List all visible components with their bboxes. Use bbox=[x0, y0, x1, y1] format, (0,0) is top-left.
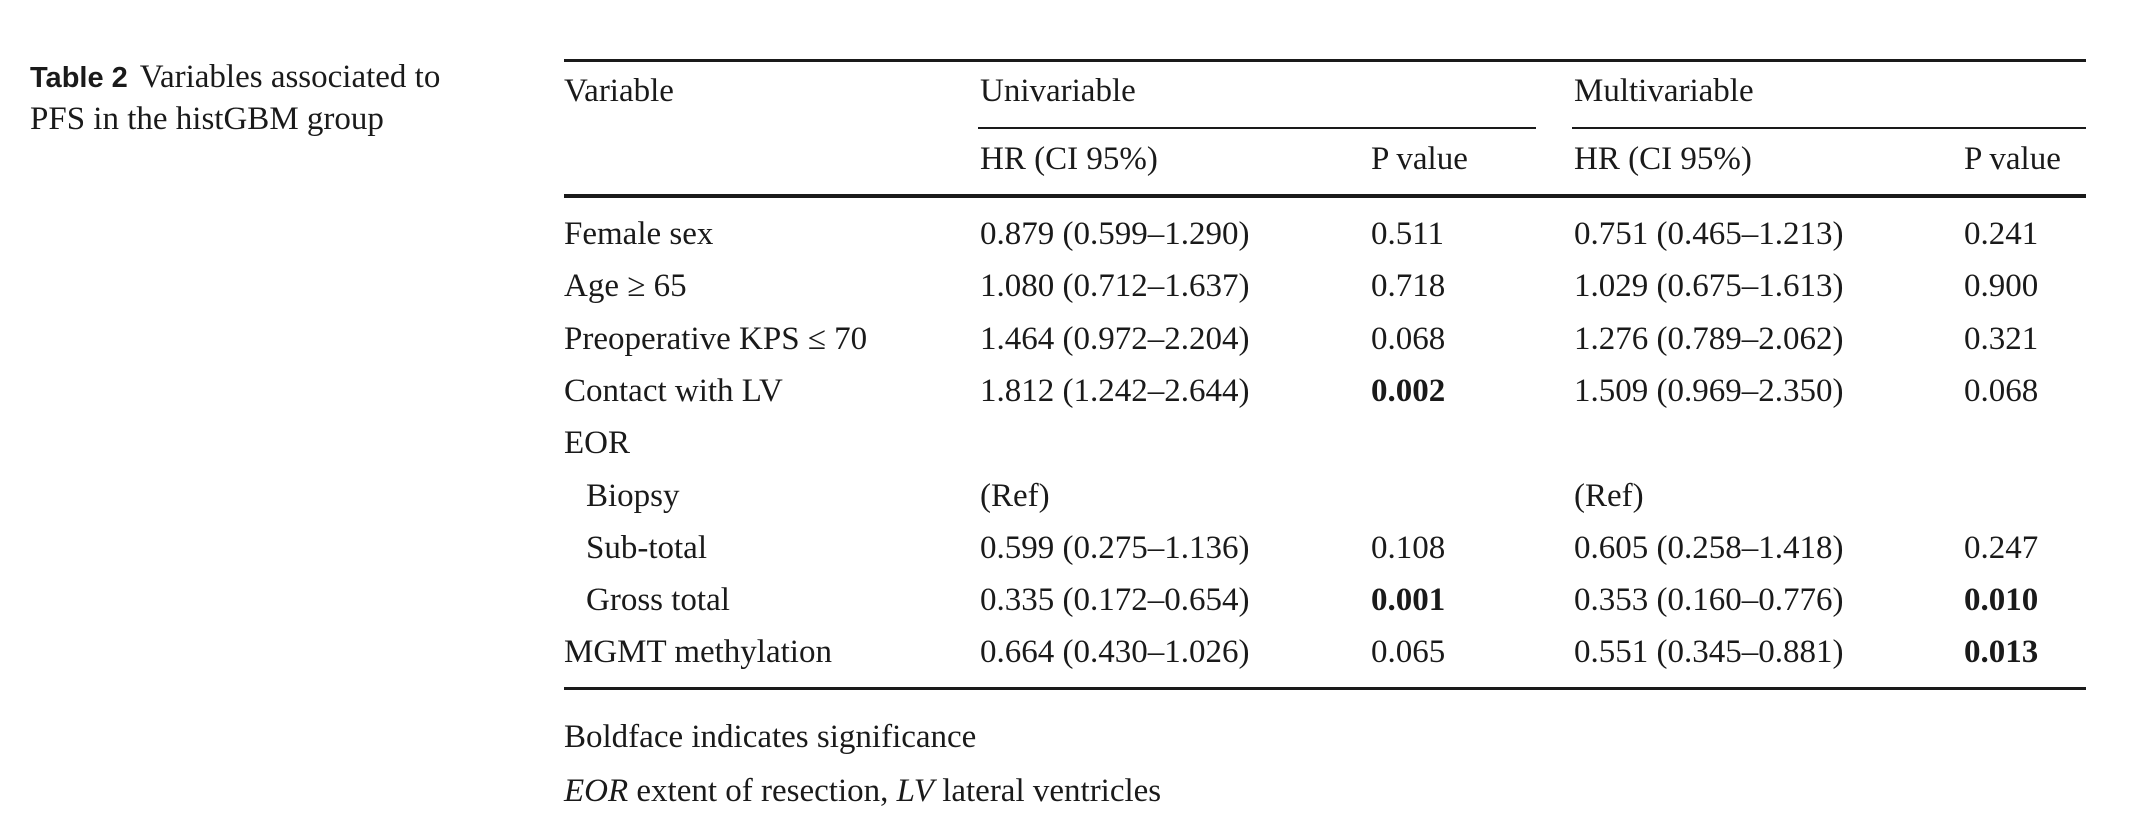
row-variable: Sub-total bbox=[586, 530, 707, 566]
table-label: Table 2 bbox=[30, 62, 128, 94]
header-bottom-rule bbox=[564, 194, 2086, 198]
abbr-eor-text: extent of resection, bbox=[636, 773, 889, 809]
row-uni-hr: 1.464 (0.972–2.204) bbox=[980, 321, 1250, 357]
subheader-uni-hr: HR (CI 95%) bbox=[980, 141, 1158, 177]
row-variable: MGMT methylation bbox=[564, 634, 832, 670]
row-variable: Female sex bbox=[564, 216, 714, 252]
row-variable: Age ≥ 65 bbox=[564, 268, 687, 304]
row-multi-p: 0.247 bbox=[1964, 530, 2039, 566]
footnote-abbreviations: EOR extent of resection, LV lateral vent… bbox=[564, 764, 1161, 818]
row-uni-hr: (Ref) bbox=[980, 478, 1050, 514]
row-variable: EOR bbox=[564, 425, 630, 461]
subheader-multi-hr: HR (CI 95%) bbox=[1574, 141, 1752, 177]
row-uni-p: 0.068 bbox=[1371, 321, 1446, 357]
row-multi-hr: 1.029 (0.675–1.613) bbox=[1574, 268, 1844, 304]
row-multi-hr: 0.751 (0.465–1.213) bbox=[1574, 216, 1844, 252]
table-footnotes: Boldface indicates significance EOR exte… bbox=[564, 710, 1161, 818]
table-top-rule bbox=[564, 59, 2086, 62]
row-uni-p: 0.001 bbox=[1371, 582, 1446, 618]
table-bottom-rule bbox=[564, 687, 2086, 690]
abbr-lv-text: lateral ventricles bbox=[942, 773, 1162, 809]
row-variable: Preoperative KPS ≤ 70 bbox=[564, 321, 868, 357]
subheader-uni-p: P value bbox=[1371, 141, 1468, 177]
header-multivariable: Multivariable bbox=[1574, 73, 1754, 109]
row-multi-hr: 0.353 (0.160–0.776) bbox=[1574, 582, 1844, 618]
row-multi-hr: 0.605 (0.258–1.418) bbox=[1574, 530, 1844, 566]
abbr-eor: EOR bbox=[564, 773, 629, 809]
row-multi-p: 0.013 bbox=[1964, 634, 2039, 670]
row-uni-p: 0.108 bbox=[1371, 530, 1446, 566]
row-variable: Contact with LV bbox=[564, 373, 783, 409]
table-title: Variables associated to PFS in the histG… bbox=[30, 59, 441, 137]
row-multi-hr: 1.276 (0.789–2.062) bbox=[1574, 321, 1844, 357]
row-multi-p: 0.900 bbox=[1964, 268, 2039, 304]
row-uni-p: 0.065 bbox=[1371, 634, 1446, 670]
row-multi-hr: (Ref) bbox=[1574, 478, 1644, 514]
row-variable: Gross total bbox=[586, 582, 730, 618]
row-multi-p: 0.068 bbox=[1964, 373, 2039, 409]
row-multi-hr: 1.509 (0.969–2.350) bbox=[1574, 373, 1844, 409]
row-uni-p: 0.511 bbox=[1371, 216, 1445, 252]
row-uni-p: 0.002 bbox=[1371, 373, 1446, 409]
row-uni-hr: 0.879 (0.599–1.290) bbox=[980, 216, 1250, 252]
row-uni-hr: 0.664 (0.430–1.026) bbox=[980, 634, 1250, 670]
row-multi-p: 0.010 bbox=[1964, 582, 2039, 618]
row-uni-hr: 1.080 (0.712–1.637) bbox=[980, 268, 1250, 304]
row-variable: Biopsy bbox=[586, 478, 680, 514]
row-uni-hr: 1.812 (1.242–2.644) bbox=[980, 373, 1250, 409]
table-caption: Table 2 Variables associated to PFS in th… bbox=[30, 57, 500, 140]
row-multi-p: 0.321 bbox=[1964, 321, 2039, 357]
multivariable-span-rule bbox=[1572, 127, 2086, 129]
row-multi-p: 0.241 bbox=[1964, 216, 2039, 252]
footnote-significance: Boldface indicates significance bbox=[564, 719, 977, 755]
abbr-lv: LV bbox=[896, 773, 934, 809]
row-uni-hr: 0.599 (0.275–1.136) bbox=[980, 530, 1250, 566]
header-variable: Variable bbox=[564, 73, 674, 109]
subheader-multi-p: P value bbox=[1964, 141, 2061, 177]
row-multi-hr: 0.551 (0.345–0.881) bbox=[1574, 634, 1844, 670]
row-uni-p: 0.718 bbox=[1371, 268, 1446, 304]
row-uni-hr: 0.335 (0.172–0.654) bbox=[980, 582, 1250, 618]
univariable-span-rule bbox=[978, 127, 1536, 129]
header-univariable: Univariable bbox=[980, 73, 1136, 109]
